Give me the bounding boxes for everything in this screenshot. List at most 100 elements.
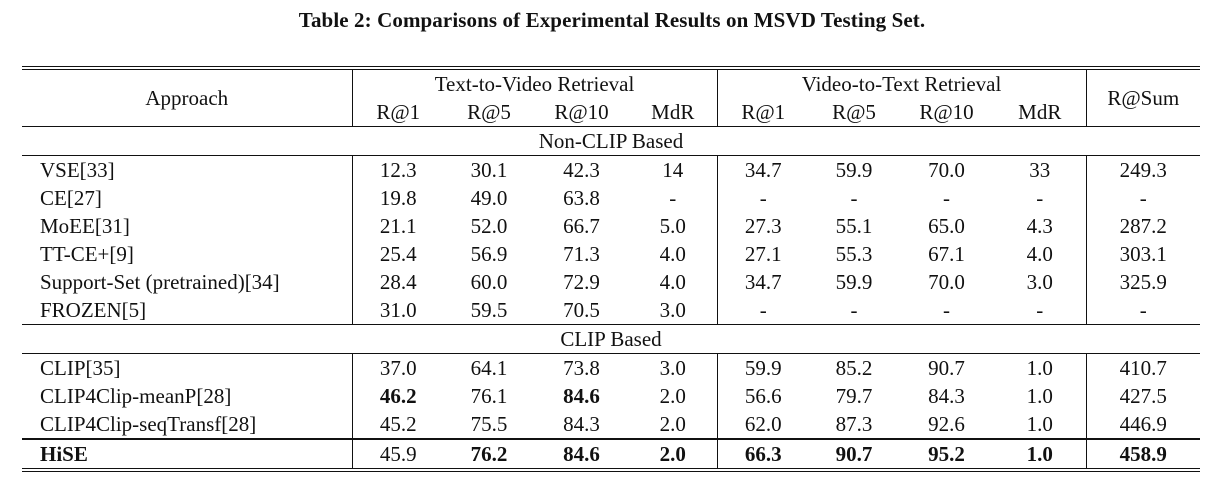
group-label: Non-CLIP Based [22, 126, 1200, 156]
metric-cell: 70.0 [928, 270, 965, 294]
table-row: CLIP4Clip-seqTransf[28] 45.2 75.5 84.3 2.0 62… [22, 410, 1200, 439]
table-row: CE[27] 19.8 49.0 63.8 - - - - - - [22, 184, 1200, 212]
metric-cell: 303.1 [1119, 242, 1167, 266]
approach-name: CLIP4Clip-seqTransf[28] [22, 410, 353, 439]
metric-cell: - [943, 298, 950, 322]
metric-cell: 59.5 [470, 298, 508, 322]
metric-cell: 92.6 [928, 412, 965, 436]
metric-header: R@1 [741, 100, 786, 124]
metric-cell: 2.0 [629, 410, 718, 439]
metric-header: R@1 [376, 100, 421, 124]
metric-header: R@10 [554, 100, 609, 124]
metric-cell: 25.4 [379, 242, 417, 266]
metric-cell: 67.1 [928, 242, 965, 266]
metric-cell: 73.8 [534, 353, 629, 382]
metric-cell: 1.0 [994, 438, 1087, 472]
metric-header: MdR [994, 98, 1087, 127]
metric-cell: 79.7 [835, 384, 873, 408]
metric-cell: 3.0 [629, 296, 718, 325]
metric-cell: - [850, 298, 858, 322]
metric-cell: 4.0 [629, 240, 718, 268]
metric-cell: 76.1 [470, 384, 508, 408]
metric-cell: 49.0 [470, 186, 508, 210]
approach-name: FROZEN[5] [22, 296, 353, 325]
metric-cell: 66.7 [563, 214, 600, 238]
metric-cell: 56.9 [470, 242, 508, 266]
table-row: HiSE 45.9 76.2 84.6 2.0 66.3 90.7 95.2 1.0 458.9 [22, 438, 1200, 472]
metric-cell: 55.1 [835, 214, 873, 238]
metric-cell: - [629, 184, 718, 212]
metric-cell: 27.1 [744, 242, 782, 266]
metric-header: R@5 [467, 100, 511, 124]
metric-cell: 34.7 [717, 155, 809, 184]
table-body: Non-CLIP Based VSE[33] 12.3 30.1 42.3 14 34.7 5… [22, 126, 1200, 472]
metric-cell: 65.0 [928, 214, 965, 238]
metric-cell: 45.2 [379, 412, 417, 436]
metric-cell: 60.0 [470, 270, 508, 294]
approach-name: CLIP[35] [22, 353, 353, 382]
table-row: CLIP[35] 37.0 64.1 73.8 3.0 59.9 85.2 90.7 1.0 41… [22, 353, 1200, 382]
metric-cell: 446.9 [1119, 412, 1167, 436]
metric-cell: 55.3 [835, 242, 873, 266]
metric-cell: 427.5 [1119, 384, 1167, 408]
results-table-container: Approach Text-to-Video Retrieval Video-t… [22, 66, 1200, 472]
approach-name: CE[27] [22, 184, 353, 212]
metric-cell: 52.0 [470, 214, 508, 238]
metric-cell: 90.7 [809, 438, 899, 472]
table-row: CLIP4Clip-meanP[28] 46.2 76.1 84.6 2.0 56.6 79… [22, 382, 1200, 410]
metric-cell: 33 [994, 155, 1087, 184]
v2t-header: Video-to-Text Retrieval [717, 66, 1087, 98]
metric-cell: 21.1 [379, 214, 417, 238]
metric-cell: 72.9 [563, 270, 600, 294]
group-label: CLIP Based [22, 324, 1200, 354]
metric-cell: 75.5 [470, 412, 508, 436]
metric-cell: 31.0 [379, 298, 417, 322]
metric-cell: 28.4 [379, 270, 417, 294]
metric-cell: 19.8 [379, 186, 417, 210]
metric-cell: 4.0 [629, 268, 718, 296]
metric-cell: 5.0 [629, 212, 718, 240]
metric-cell: 410.7 [1086, 353, 1200, 382]
table-row: TT-CE+[9] 25.4 56.9 71.3 4.0 27.1 55.3 67.1 4.0 3… [22, 240, 1200, 268]
metric-cell: 71.3 [563, 242, 600, 266]
metric-cell: 12.3 [352, 155, 444, 184]
metric-cell: 2.0 [629, 382, 718, 410]
approach-name: VSE[33] [22, 155, 353, 184]
metric-cell: 3.0 [629, 353, 718, 382]
metric-cell: 4.0 [994, 240, 1087, 268]
metric-cell: 84.6 [534, 438, 629, 472]
metric-header: MdR [629, 98, 718, 127]
metric-cell: 46.2 [379, 384, 417, 408]
metric-cell: 59.9 [809, 155, 899, 184]
group-label-row: Non-CLIP Based [22, 126, 1200, 156]
metric-cell: - [994, 184, 1087, 212]
metric-cell: 458.9 [1086, 438, 1200, 472]
metric-cell: 66.3 [717, 438, 809, 472]
table-row: FROZEN[5] 31.0 59.5 70.5 3.0 - - - - - [22, 296, 1200, 325]
approach-name: CLIP4Clip-meanP[28] [22, 382, 353, 410]
metric-cell: 59.9 [835, 270, 873, 294]
metric-cell: 87.3 [835, 412, 873, 436]
metric-cell: 63.8 [563, 186, 600, 210]
metric-cell: 3.0 [994, 268, 1087, 296]
metric-cell: 45.9 [352, 438, 444, 472]
table-row: VSE[33] 12.3 30.1 42.3 14 34.7 59.9 70.0 33 249.3 [22, 155, 1200, 184]
metric-cell: - [850, 186, 858, 210]
metric-cell: - [994, 296, 1087, 325]
metric-header-row: R@1 R@5 R@10 MdR R@1 R@5 R@10 MdR [22, 98, 1200, 127]
metric-cell: - [943, 186, 950, 210]
metric-cell: 1.0 [994, 410, 1087, 439]
metric-cell: 42.3 [534, 155, 629, 184]
rsum-header: R@Sum [1086, 66, 1200, 127]
metric-cell: 84.3 [928, 384, 965, 408]
table-header: Approach Text-to-Video Retrieval Video-t… [22, 66, 1200, 127]
metric-cell: 95.2 [899, 438, 994, 472]
metric-cell: 90.7 [899, 353, 994, 382]
metric-cell: 4.3 [994, 212, 1087, 240]
metric-cell: 325.9 [1119, 270, 1167, 294]
metric-header: R@5 [832, 100, 876, 124]
metric-cell: 70.0 [899, 155, 994, 184]
metric-cell: 27.3 [744, 214, 782, 238]
metric-cell: 64.1 [444, 353, 534, 382]
metric-cell: 2.0 [629, 438, 718, 472]
